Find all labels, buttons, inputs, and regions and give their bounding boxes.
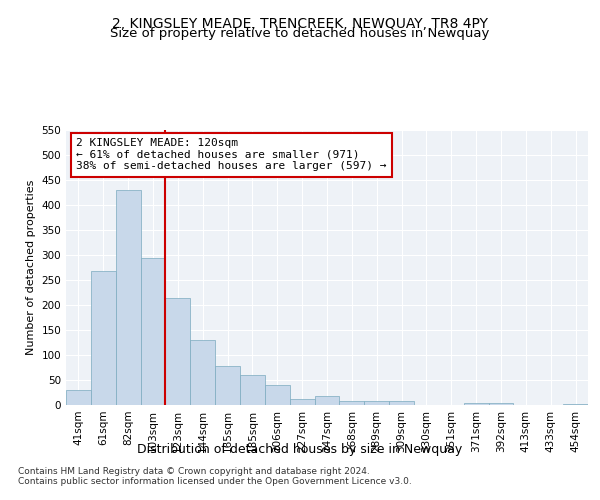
Bar [314, 396, 340, 405]
Bar [190, 340, 215, 405]
Text: Contains public sector information licensed under the Open Government Licence v3: Contains public sector information licen… [18, 478, 412, 486]
Bar [215, 366, 240, 405]
Text: Distribution of detached houses by size in Newquay: Distribution of detached houses by size … [137, 442, 463, 456]
Bar [488, 402, 514, 405]
Bar [140, 258, 166, 405]
Y-axis label: Number of detached properties: Number of detached properties [26, 180, 36, 355]
Bar [389, 401, 414, 405]
Bar [240, 375, 265, 405]
Bar [265, 385, 290, 405]
Text: 2 KINGSLEY MEADE: 120sqm
← 61% of detached houses are smaller (971)
38% of semi-: 2 KINGSLEY MEADE: 120sqm ← 61% of detach… [76, 138, 387, 172]
Bar [464, 402, 488, 405]
Text: Size of property relative to detached houses in Newquay: Size of property relative to detached ho… [110, 28, 490, 40]
Bar [340, 401, 364, 405]
Bar [364, 400, 389, 405]
Bar [116, 190, 140, 405]
Bar [66, 390, 91, 405]
Text: Contains HM Land Registry data © Crown copyright and database right 2024.: Contains HM Land Registry data © Crown c… [18, 468, 370, 476]
Bar [91, 271, 116, 405]
Bar [290, 398, 314, 405]
Bar [166, 298, 190, 405]
Text: 2, KINGSLEY MEADE, TRENCREEK, NEWQUAY, TR8 4PY: 2, KINGSLEY MEADE, TRENCREEK, NEWQUAY, T… [112, 18, 488, 32]
Bar [563, 404, 588, 405]
